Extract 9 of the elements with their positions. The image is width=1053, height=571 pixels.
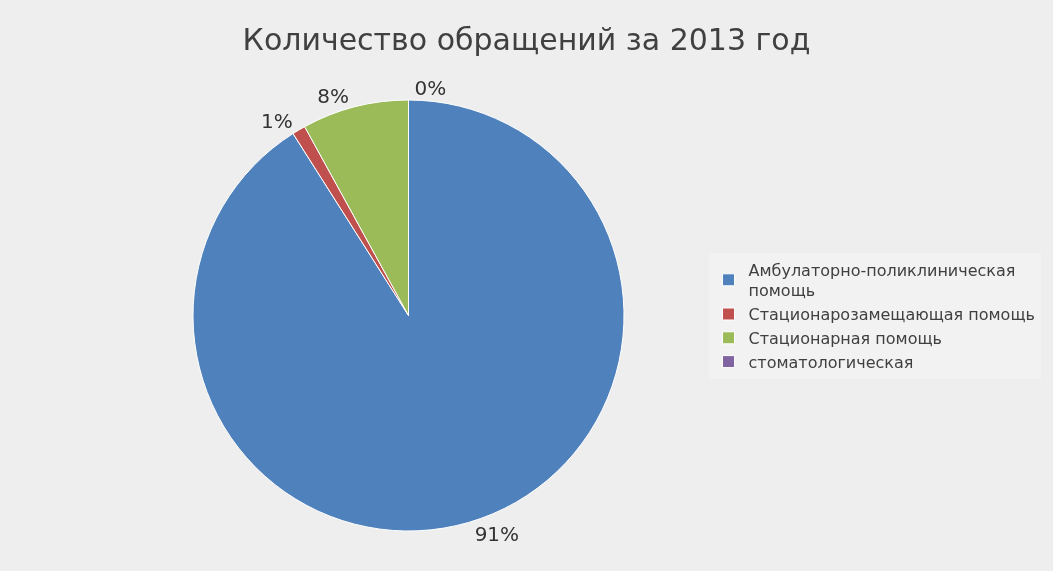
legend-label: Стационарная помощь: [748, 329, 942, 349]
legend-label: стоматологическая: [748, 352, 914, 372]
data-label: 91%: [474, 521, 520, 546]
legend-label: Стационарозамещающая помощь: [748, 305, 1035, 325]
data-label: 8%: [317, 83, 349, 108]
text: 0%: [414, 76, 447, 100]
chart-title: Количество обращений за 2013 год: [242, 21, 811, 57]
data-label: 1%: [261, 109, 293, 134]
legend-label: Амбулаторно-поликлиническая помощь: [748, 260, 1016, 301]
